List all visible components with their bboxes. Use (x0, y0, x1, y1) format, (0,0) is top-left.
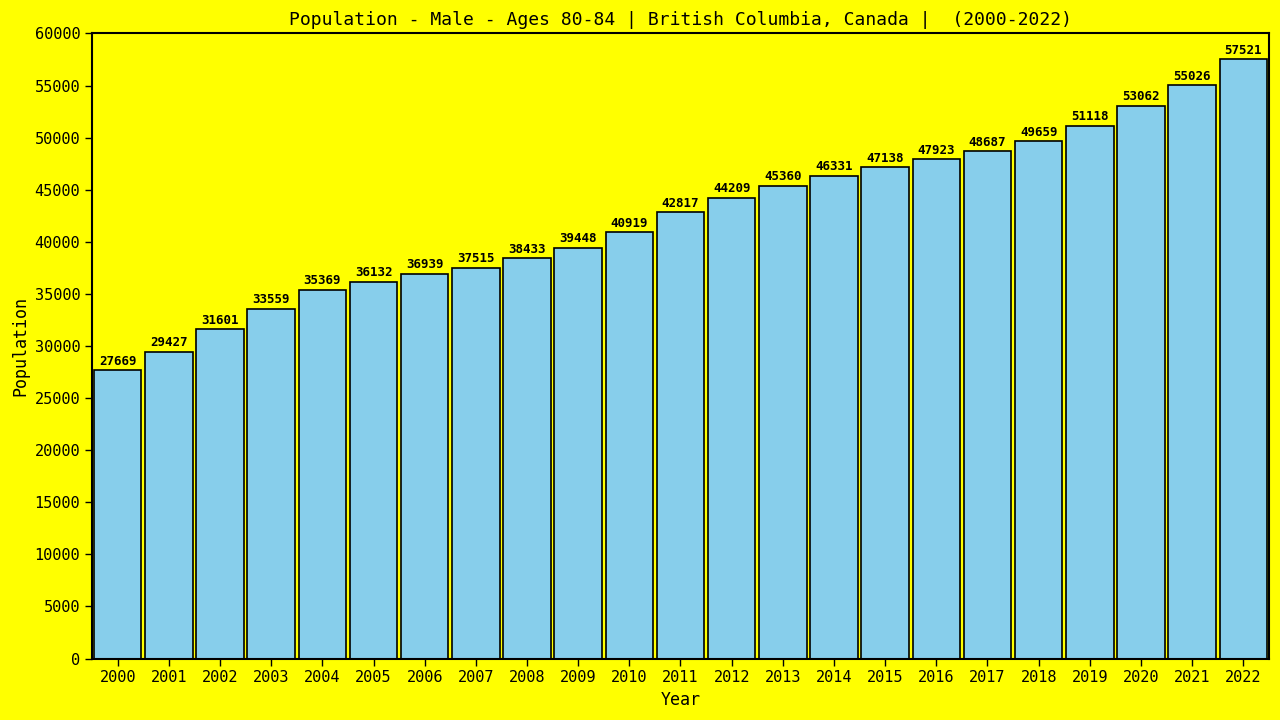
Title: Population - Male - Ages 80-84 | British Columbia, Canada |  (2000-2022): Population - Male - Ages 80-84 | British… (289, 11, 1071, 29)
Text: 44209: 44209 (713, 182, 750, 195)
Bar (657, 212, 704, 659)
Text: 45360: 45360 (764, 171, 801, 184)
Bar (349, 282, 397, 659)
Bar (605, 233, 653, 659)
Bar (554, 248, 602, 659)
Text: 38433: 38433 (508, 243, 545, 256)
Bar (913, 159, 960, 659)
Text: 42817: 42817 (662, 197, 699, 210)
Text: 36132: 36132 (355, 266, 392, 279)
Bar (196, 329, 243, 659)
Text: 27669: 27669 (99, 355, 137, 368)
Bar (708, 198, 755, 659)
X-axis label: Year: Year (660, 691, 700, 709)
Bar (1066, 126, 1114, 659)
Text: 33559: 33559 (252, 293, 291, 306)
Bar (452, 268, 499, 659)
Text: 47923: 47923 (918, 144, 955, 157)
Text: 31601: 31601 (201, 314, 239, 327)
Bar (964, 151, 1011, 659)
Bar (503, 258, 550, 659)
Text: 40919: 40919 (611, 217, 648, 230)
Bar (247, 309, 294, 659)
Bar (861, 168, 909, 659)
Text: 35369: 35369 (303, 274, 340, 287)
Text: 47138: 47138 (867, 152, 904, 165)
Text: 49659: 49659 (1020, 125, 1057, 138)
Y-axis label: Population: Population (12, 296, 29, 396)
Text: 29427: 29427 (150, 336, 188, 349)
Bar (759, 186, 806, 659)
Bar (1220, 59, 1267, 659)
Bar (810, 176, 858, 659)
Text: 55026: 55026 (1174, 70, 1211, 83)
Text: 53062: 53062 (1123, 90, 1160, 103)
Bar (401, 274, 448, 659)
Text: 46331: 46331 (815, 161, 852, 174)
Text: 57521: 57521 (1225, 44, 1262, 57)
Bar (1117, 106, 1165, 659)
Bar (298, 290, 346, 659)
Bar (145, 352, 192, 659)
Text: 37515: 37515 (457, 252, 494, 265)
Text: 36939: 36939 (406, 258, 443, 271)
Text: 48687: 48687 (969, 135, 1006, 149)
Bar (1169, 85, 1216, 659)
Bar (1015, 141, 1062, 659)
Text: 51118: 51118 (1071, 110, 1108, 123)
Text: 39448: 39448 (559, 232, 596, 245)
Bar (93, 370, 142, 659)
